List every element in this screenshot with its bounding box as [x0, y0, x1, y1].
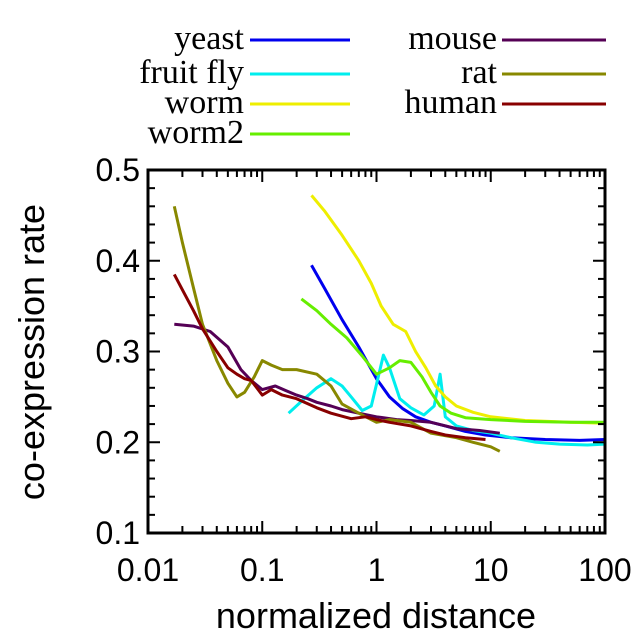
series-line-2	[310, 194, 606, 425]
axis-ticks	[147, 169, 605, 534]
legend-label: worm	[165, 84, 244, 121]
plot-lines	[172, 194, 606, 453]
x-tick-label: 0.1	[240, 552, 284, 588]
x-tick-label: 100	[578, 552, 631, 588]
series-line-4	[174, 322, 500, 435]
legend-label: yeast	[174, 20, 244, 57]
legend-label: mouse	[408, 20, 497, 57]
legend-label: rat	[461, 54, 497, 91]
y-tick-label: 0.4	[96, 243, 140, 279]
series-line-3	[300, 297, 605, 424]
y-tick-label: 0.5	[96, 152, 140, 188]
legend-label: worm2	[148, 114, 244, 151]
x-axis-title: normalized distance	[216, 595, 536, 636]
legend-label: fruit fly	[139, 54, 244, 91]
y-tick-label: 0.2	[96, 424, 140, 460]
y-tick-label: 0.1	[96, 515, 140, 551]
series-line-5	[172, 205, 501, 453]
y-axis-title: co-expression rate	[11, 204, 52, 500]
y-tick-label: 0.3	[96, 334, 140, 370]
x-tick-label: 0.01	[117, 552, 179, 588]
series-line-6	[172, 273, 486, 441]
legend-label: human	[404, 84, 497, 121]
series-line-0	[310, 264, 606, 442]
x-tick-label: 10	[473, 552, 509, 588]
series-line-1	[287, 353, 606, 447]
x-tick-label: 1	[368, 552, 386, 588]
